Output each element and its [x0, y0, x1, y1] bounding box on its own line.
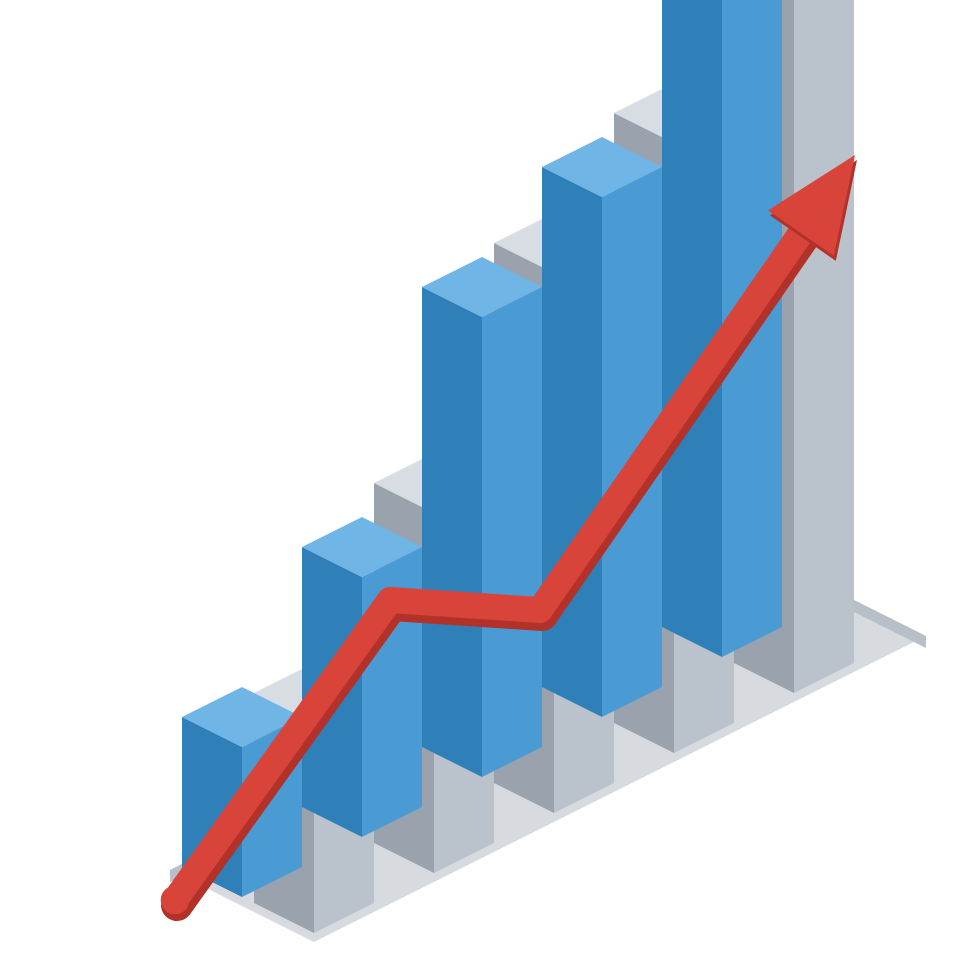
front-bar-3-left-face [542, 167, 602, 717]
isometric-bar-chart [0, 0, 980, 980]
front-bar-2-right-face [482, 287, 542, 777]
front-bar-2-left-face [422, 287, 482, 777]
trend-arrow-tail [161, 886, 190, 915]
front-bar-4-left-face [662, 0, 722, 657]
back-bar-4-right-face [794, 0, 854, 693]
